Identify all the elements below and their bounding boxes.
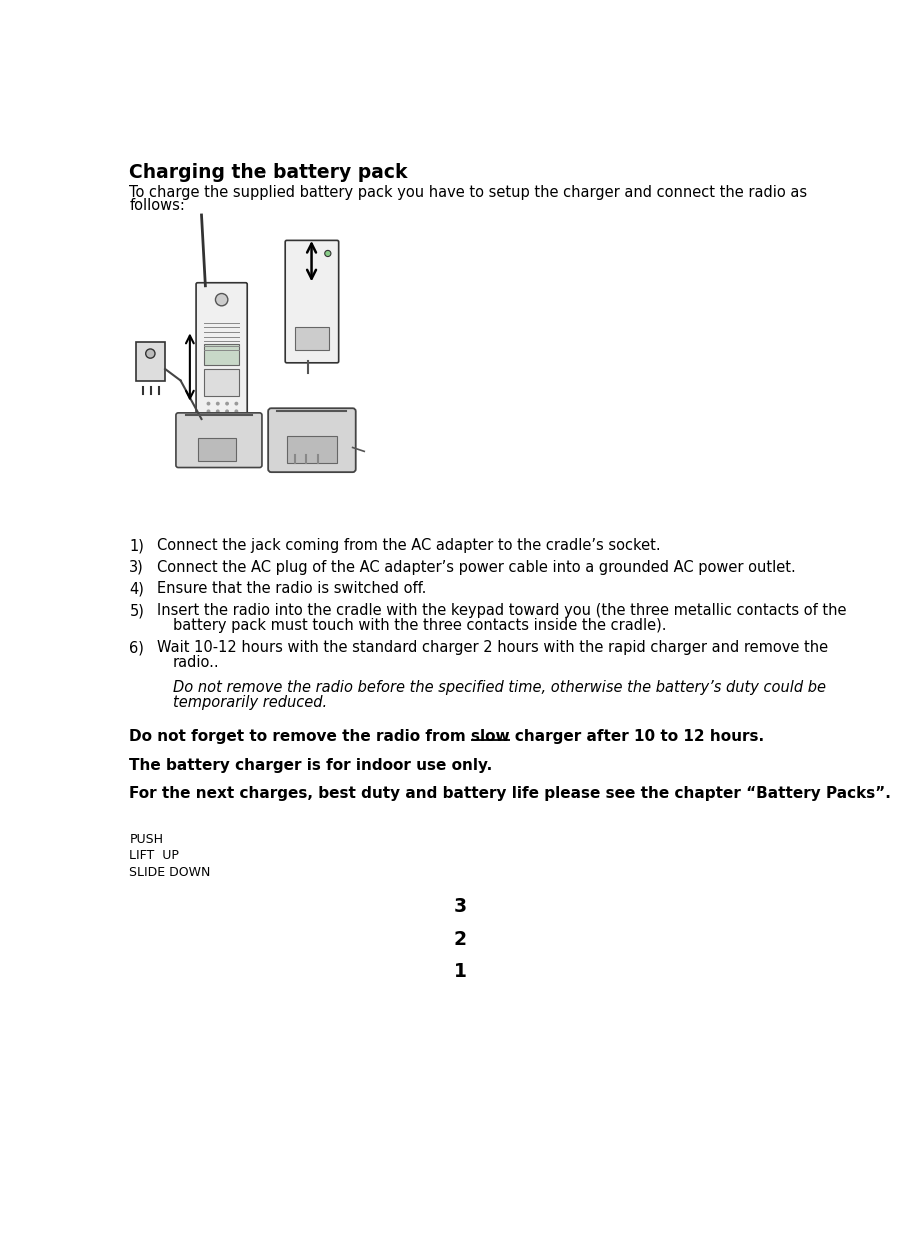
Text: Connect the jack coming from the AC adapter to the cradle’s socket.: Connect the jack coming from the AC adap… xyxy=(157,538,661,553)
Text: Do not forget to remove the radio from slow charger after 10 to 12 hours.: Do not forget to remove the radio from s… xyxy=(129,729,764,744)
Text: Charging the battery pack: Charging the battery pack xyxy=(129,163,408,182)
Text: LIFT  UP: LIFT UP xyxy=(129,850,179,862)
Circle shape xyxy=(216,417,219,421)
Text: Insert the radio into the cradle with the keypad toward you (the three metallic : Insert the radio into the cradle with th… xyxy=(157,603,847,618)
Circle shape xyxy=(146,349,155,358)
Circle shape xyxy=(207,401,210,405)
Text: Do not remove the radio before the specified time, otherwise the battery’s duty : Do not remove the radio before the speci… xyxy=(173,680,826,695)
Bar xyxy=(198,439,236,461)
Circle shape xyxy=(225,410,229,414)
Circle shape xyxy=(325,250,331,257)
Text: 3): 3) xyxy=(129,559,144,574)
Text: To charge the supplied battery pack you have to setup the charger and connect th: To charge the supplied battery pack you … xyxy=(129,184,807,199)
FancyBboxPatch shape xyxy=(268,409,356,472)
Circle shape xyxy=(216,401,219,405)
Circle shape xyxy=(225,401,229,405)
Circle shape xyxy=(216,294,227,305)
Circle shape xyxy=(225,417,229,421)
Text: 4): 4) xyxy=(129,582,145,597)
Text: follows:: follows: xyxy=(129,198,185,213)
FancyBboxPatch shape xyxy=(176,412,262,467)
Text: 5): 5) xyxy=(129,603,145,618)
Circle shape xyxy=(235,410,238,414)
Text: 1): 1) xyxy=(129,538,145,553)
Text: Ensure that the radio is switched off.: Ensure that the radio is switched off. xyxy=(157,582,427,597)
Bar xyxy=(136,341,165,380)
Text: SLIDE DOWN: SLIDE DOWN xyxy=(129,866,210,880)
Text: PUSH: PUSH xyxy=(129,832,164,846)
Text: 1: 1 xyxy=(454,962,467,981)
Bar xyxy=(295,326,329,350)
Text: Wait 10-12 hours with the standard charger 2 hours with the rapid charger and re: Wait 10-12 hours with the standard charg… xyxy=(157,640,829,655)
Text: Connect the AC plug of the AC adapter’s power cable into a grounded AC power out: Connect the AC plug of the AC adapter’s … xyxy=(157,559,797,574)
Circle shape xyxy=(235,417,238,421)
Text: 6): 6) xyxy=(129,640,145,655)
Text: 2: 2 xyxy=(454,930,467,948)
Circle shape xyxy=(207,410,210,414)
FancyBboxPatch shape xyxy=(196,283,247,429)
Text: The battery charger is for indoor use only.: The battery charger is for indoor use on… xyxy=(129,758,493,773)
Bar xyxy=(287,436,337,464)
Text: temporarily reduced.: temporarily reduced. xyxy=(173,695,327,710)
Bar xyxy=(204,369,239,396)
Text: For the next charges, best duty and battery life please see the chapter “Battery: For the next charges, best duty and batt… xyxy=(129,786,891,801)
Text: 3: 3 xyxy=(454,897,467,916)
Circle shape xyxy=(216,410,219,414)
Circle shape xyxy=(235,401,238,405)
Circle shape xyxy=(207,417,210,421)
FancyBboxPatch shape xyxy=(285,240,339,363)
Text: radio..: radio.. xyxy=(173,655,219,670)
Bar xyxy=(204,344,239,365)
Text: battery pack must touch with the three contacts inside the cradle).: battery pack must touch with the three c… xyxy=(173,618,666,633)
